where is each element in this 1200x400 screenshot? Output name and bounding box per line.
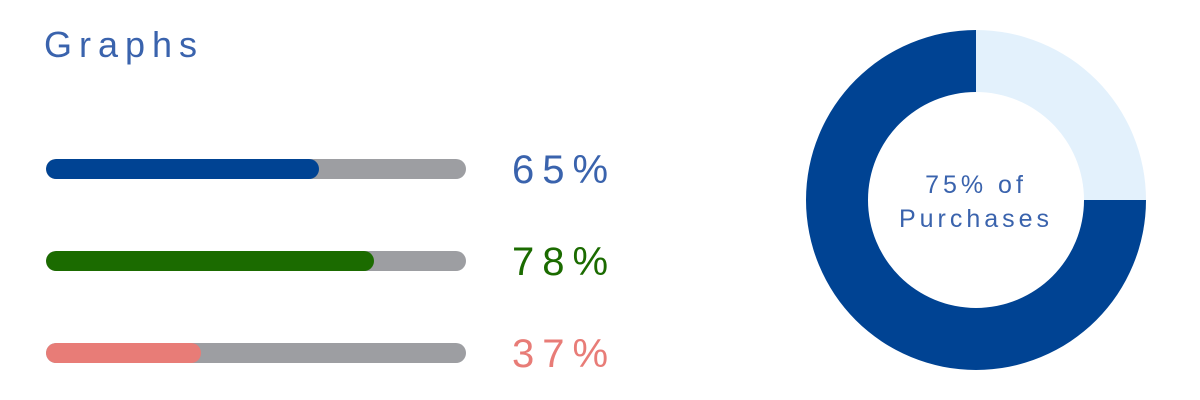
page-title: Graphs [44,24,205,65]
progress-bar-label: 78% [512,240,617,284]
progress-bar-label: 37% [512,332,617,376]
progress-bar-fill [46,159,319,179]
progress-bar-label: 65% [512,148,617,192]
donut-center-label-line2: Purchases [899,205,1053,233]
donut-slice [976,30,1146,200]
progress-bar-fill [46,343,202,363]
progress-bar-track [46,159,466,179]
progress-bar-fill [46,251,374,271]
progress-bar-track [46,251,466,271]
donut-slice [806,30,1146,370]
progress-bar-track [46,343,466,363]
donut-center-label-line1: 75% of [925,171,1027,199]
donut-chart: 75% of Purchases [806,30,1146,370]
